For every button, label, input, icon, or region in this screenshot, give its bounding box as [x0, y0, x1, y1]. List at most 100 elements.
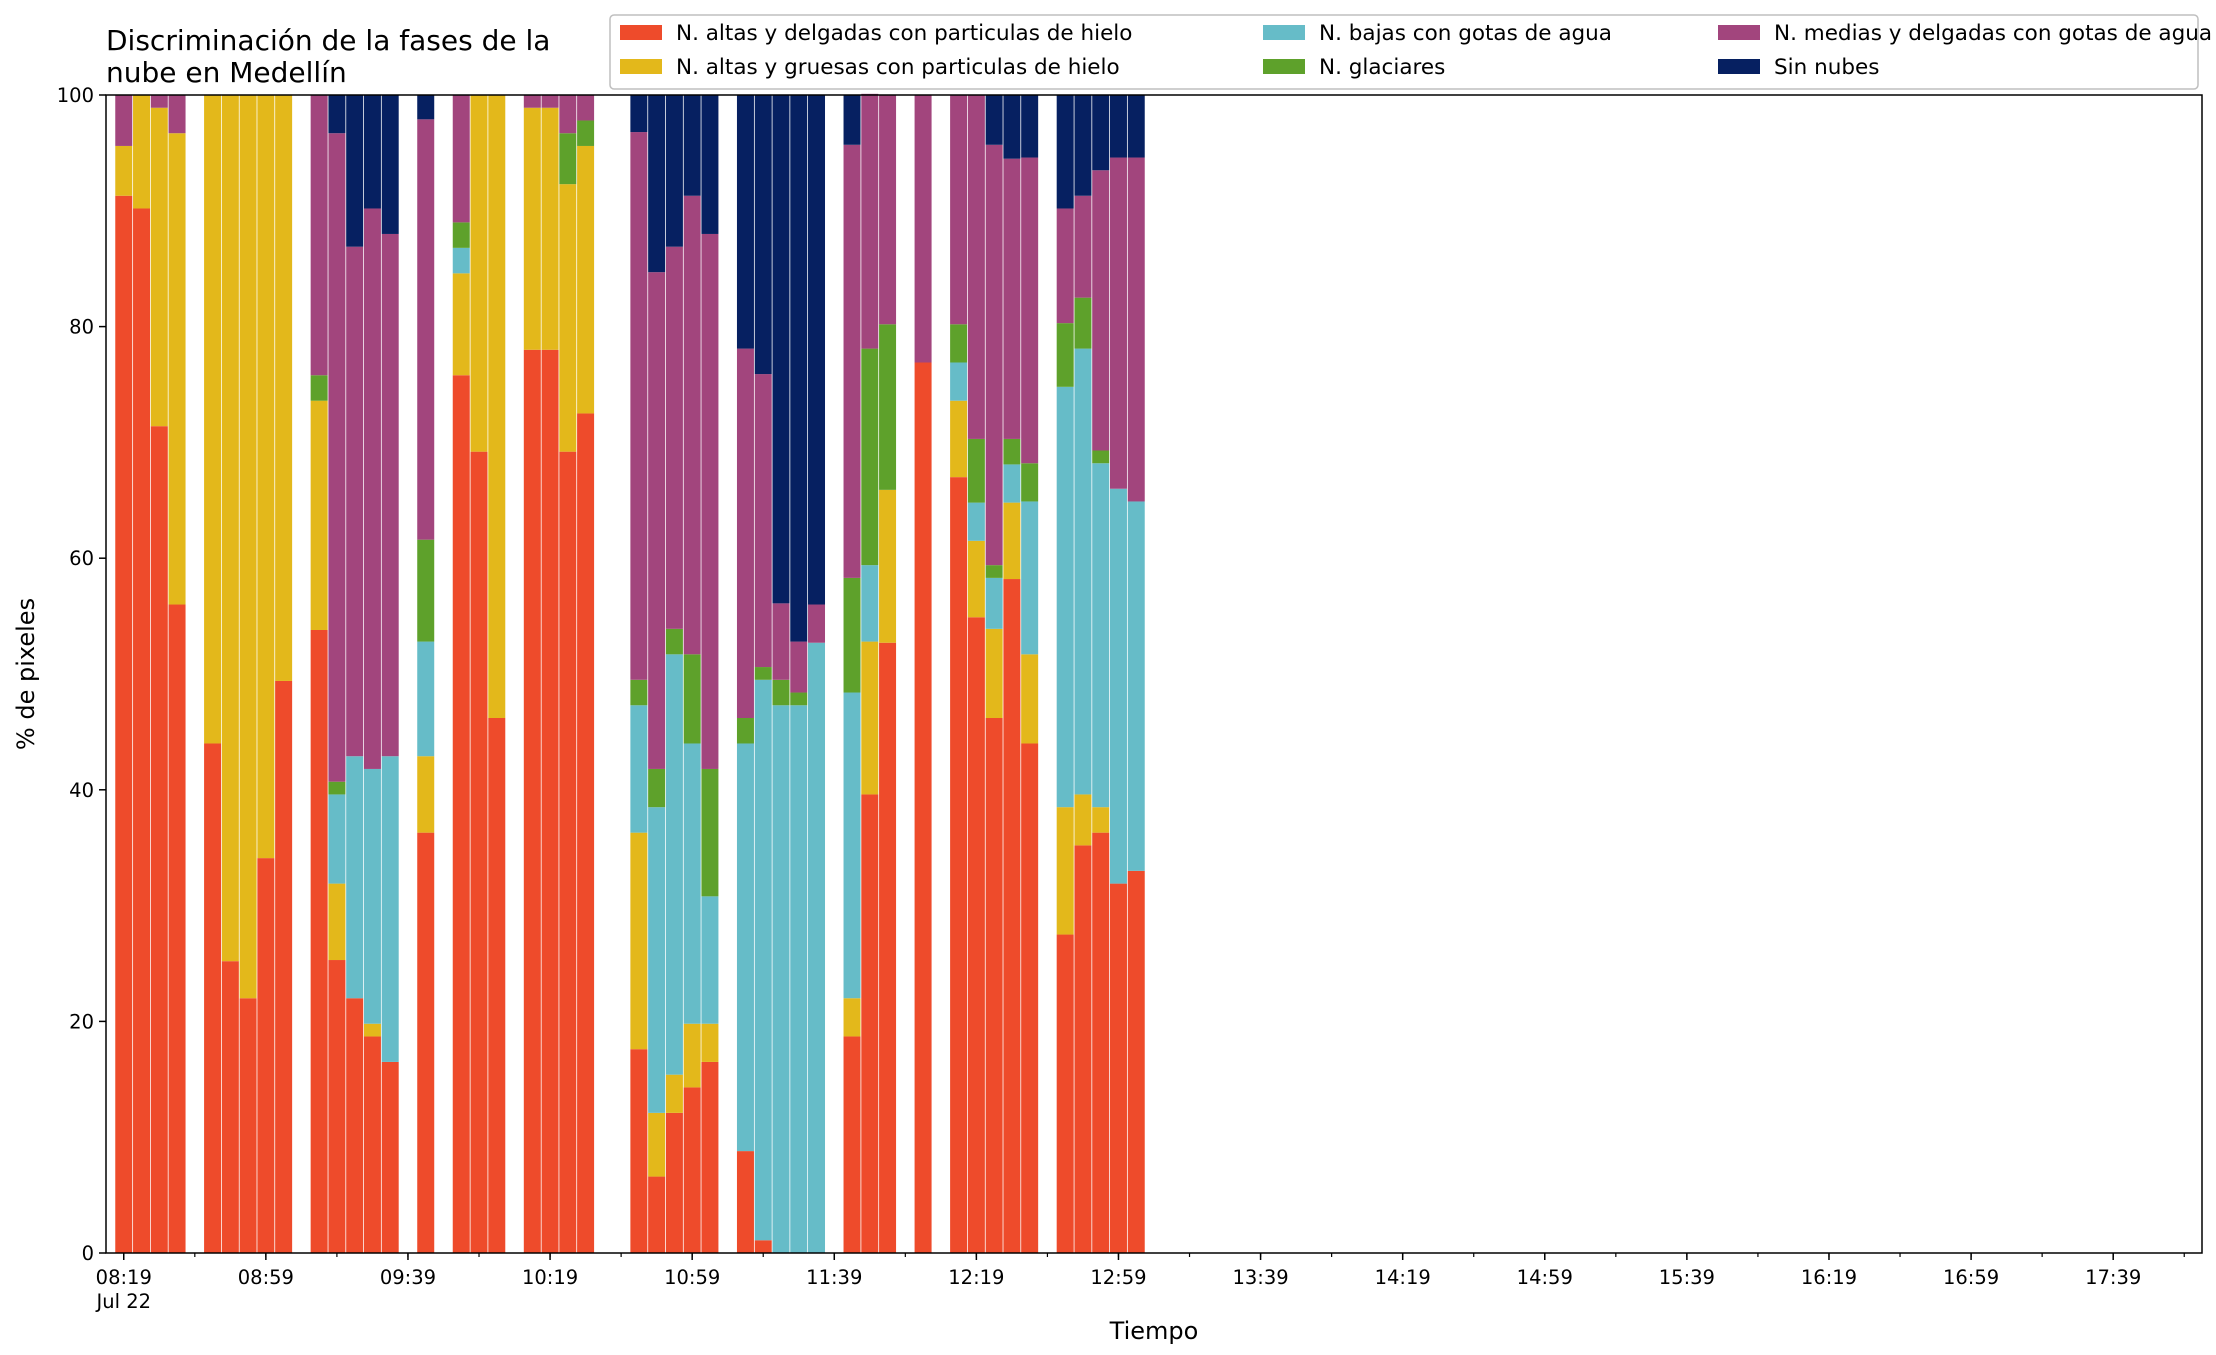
bar-segment-mid-thin-water-1214	[950, 95, 968, 325]
bar-segment-clear-sky-1144	[843, 95, 861, 145]
bar-segment-high-thin-ice-1219	[967, 617, 985, 1253]
bar-segment-glacier-1054	[665, 628, 683, 655]
x-tick-label: 08:59	[238, 1266, 294, 1289]
bar-segment-clear-sky-1229	[1003, 95, 1021, 159]
bar-segment-high-thick-ice-1144	[843, 998, 861, 1037]
bar-segment-high-thin-ice-1144	[843, 1036, 861, 1253]
x-tick-sublabel: Jul 22	[94, 1290, 151, 1313]
y-axis: 0 20 40 60 80 100	[57, 84, 106, 1265]
bar-segment-high-thin-ice-1254	[1092, 832, 1110, 1253]
x-axis-label: Tiempo	[1109, 1317, 1199, 1345]
bar-segment-low-water-1219	[967, 502, 985, 541]
bar-segment-high-thick-ice-1249	[1074, 794, 1092, 846]
legend-label: N. altas y gruesas con particulas de hie…	[676, 55, 1120, 80]
bar-segment-glacier-1124	[772, 679, 790, 706]
bar-segment-high-thick-ice-0819	[115, 145, 133, 196]
bar-segment-glacier-1254	[1092, 450, 1110, 464]
bar-segment-glacier-1219	[967, 438, 985, 503]
bar-segment-high-thick-ice-1049	[648, 1112, 666, 1177]
bar-segment-clear-sky-1119	[754, 95, 772, 375]
bar-segment-high-thin-ice-1054	[665, 1112, 683, 1253]
bar-segment-high-thin-ice-0959	[470, 451, 488, 1253]
bar-segment-low-water-1249	[1074, 348, 1092, 795]
bar-segment-high-thin-ice-1114	[736, 1151, 754, 1253]
legend-frame	[609, 14, 2199, 90]
bar-segment-low-water-1254	[1092, 463, 1110, 808]
legend-label: Sin nubes	[1774, 55, 1879, 80]
bar-segment-high-thin-ice-0854	[239, 998, 257, 1253]
x-tick-label: 16:59	[1943, 1266, 1999, 1289]
bar-segment-high-thin-ice-1214	[950, 477, 968, 1253]
bar-segment-high-thin-ice-1149	[861, 794, 879, 1253]
legend-label: N. medias y delgadas con gotas de agua	[1774, 21, 2212, 46]
bar-segment-high-thin-ice-1244	[1056, 934, 1074, 1253]
bar-segment-clear-sky-1244	[1056, 95, 1074, 209]
bar-segment-low-water-1214	[950, 362, 968, 401]
bar-segment-high-thin-ice-0844	[204, 743, 222, 1253]
bar-segment-high-thick-ice-1104	[701, 1023, 719, 1062]
bar-segment-high-thick-ice-0954	[452, 273, 470, 376]
bar-segment-glacier-1029	[577, 120, 595, 146]
x-tick-label: 08:19	[96, 1266, 152, 1289]
y-tick-label: 80	[69, 316, 94, 339]
legend-swatch	[1718, 59, 1760, 74]
bar-segment-mid-thin-water-0954	[452, 95, 470, 223]
legend-swatch	[1718, 25, 1760, 40]
bar-segment-high-thick-ice-0929	[363, 1023, 381, 1037]
bar-segment-mid-thin-water-1124	[772, 603, 790, 680]
x-tick-label: 14:19	[1375, 1266, 1431, 1289]
bar-stacks	[115, 93, 1145, 1254]
bar-segment-low-water-1244	[1056, 386, 1074, 808]
bar-segment-glacier-1229	[1003, 438, 1021, 465]
bar-segment-high-thick-ice-1044	[630, 832, 648, 1050]
chart-title: Discriminación de la fases de la nube en…	[106, 24, 559, 89]
bar-segment-clear-sky-1224	[985, 95, 1003, 145]
legend-label: N. bajas con gotas de agua	[1319, 21, 1612, 46]
bar-segment-low-water-1259	[1109, 488, 1127, 884]
plot-area-frame	[105, 94, 2203, 1254]
bar-segment-mid-thin-water-1204	[914, 95, 932, 363]
legend-label: N. glaciares	[1319, 55, 1445, 80]
bar-segment-high-thick-ice-1214	[950, 400, 968, 478]
bar-segment-clear-sky-1054	[665, 95, 683, 247]
bar-segment-high-thin-ice-0859	[257, 858, 275, 1253]
bar-segment-high-thin-ice-0834	[168, 604, 186, 1253]
bar-segment-glacier-1249	[1074, 297, 1092, 349]
bar-segment-mid-thin-water-1014	[523, 95, 541, 108]
bar-segment-high-thick-ice-1154	[879, 489, 897, 643]
y-tick-label: 40	[69, 779, 94, 802]
legend: N. altas y delgadas con particulas de hi…	[609, 14, 2212, 90]
bar-segment-mid-thin-water-1019	[541, 95, 559, 108]
bar-segment-high-thin-ice-1249	[1074, 845, 1092, 1253]
bar-segment-mid-thin-water-1224	[985, 144, 1003, 566]
x-tick-label: 14:59	[1517, 1266, 1573, 1289]
bar-segment-mid-thin-water-1044	[630, 132, 648, 680]
bar-segment-mid-thin-water-1134	[808, 604, 826, 643]
bar-segment-high-thin-ice-1304	[1127, 870, 1145, 1253]
bar-segment-mid-thin-water-1154	[879, 95, 897, 325]
bar-segment-mid-thin-water-1219	[967, 95, 985, 439]
bar-segment-glacier-1234	[1021, 463, 1039, 502]
x-tick-label: 11:39	[806, 1266, 862, 1289]
bar-segment-high-thin-ice-1224	[985, 718, 1003, 1253]
bar-segment-high-thin-ice-1019	[541, 349, 559, 1253]
bar-segment-high-thin-ice-1044	[630, 1049, 648, 1253]
legend-swatch	[1263, 59, 1305, 74]
bar-segment-glacier-1114	[736, 718, 754, 744]
bar-segment-high-thin-ice-1049	[648, 1176, 666, 1253]
bar-segment-high-thick-ice-0904	[275, 95, 293, 681]
bar-segment-high-thin-ice-1004	[488, 718, 506, 1253]
bar-segment-mid-thin-water-0919	[328, 133, 346, 782]
bar-segment-mid-thin-water-0924	[346, 246, 364, 757]
bar-segment-mid-thin-water-1104	[701, 233, 719, 769]
bar-segment-mid-thin-water-1049	[648, 272, 666, 769]
bar-segment-glacier-1214	[950, 324, 968, 363]
bar-segment-glacier-1044	[630, 679, 648, 706]
bar-segment-high-thick-ice-0919	[328, 883, 346, 961]
bar-segment-glacier-1149	[861, 348, 879, 566]
bar-segment-low-water-1059	[683, 743, 701, 1024]
bar-segment-high-thin-ice-1259	[1109, 883, 1127, 1253]
bar-segment-high-thin-ice-1029	[577, 413, 595, 1253]
bar-segment-clear-sky-1129	[790, 95, 808, 642]
bar-segment-high-thin-ice-0819	[115, 195, 133, 1253]
